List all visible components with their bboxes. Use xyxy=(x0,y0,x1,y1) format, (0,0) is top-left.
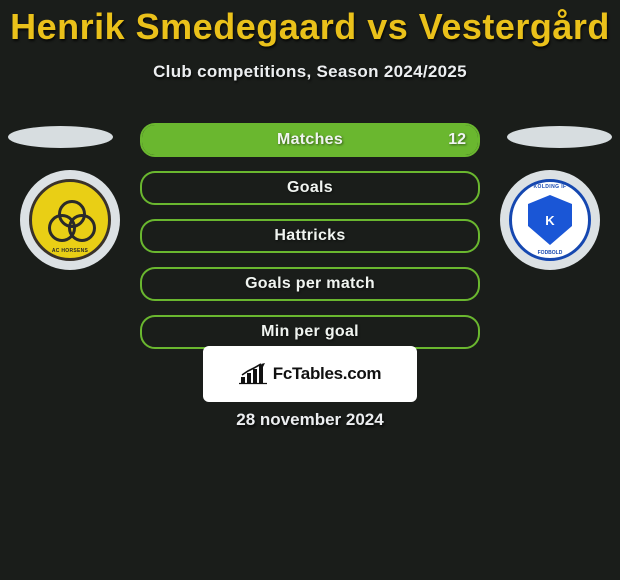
date-text: 28 november 2024 xyxy=(0,410,620,430)
stats-bars: Matches 12 Goals Hattricks Goals per mat… xyxy=(140,123,480,363)
stat-row-mpg: Min per goal xyxy=(140,315,480,349)
stat-label: Matches xyxy=(142,131,478,149)
page-subtitle: Club competitions, Season 2024/2025 xyxy=(0,62,620,82)
team-badge-right: KOLDING IF K FODBOLD xyxy=(500,170,600,270)
stat-right-value: 12 xyxy=(448,131,466,149)
horsens-label: AC HORSENS xyxy=(32,248,108,254)
brand-text: FcTables.com xyxy=(273,364,382,384)
brand-chart-icon xyxy=(239,363,267,385)
stat-row-matches: Matches 12 xyxy=(140,123,480,157)
kolding-shield-icon: K xyxy=(528,195,572,245)
stat-label: Hattricks xyxy=(142,227,478,245)
team-badge-left: AC HORSENS xyxy=(20,170,120,270)
kolding-letter: K xyxy=(545,214,554,227)
kolding-top-text: KOLDING IF xyxy=(512,184,588,190)
horsens-crest: AC HORSENS xyxy=(29,179,111,261)
stat-row-hattricks: Hattricks xyxy=(140,219,480,253)
kolding-bottom-text: FODBOLD xyxy=(512,250,588,256)
stat-label: Goals xyxy=(142,179,478,197)
page-title: Henrik Smedegaard vs Vestergård xyxy=(0,0,620,48)
player-left-placeholder xyxy=(8,126,113,148)
player-right-placeholder xyxy=(507,126,612,148)
stat-label: Min per goal xyxy=(142,323,478,341)
brand-logo-box[interactable]: FcTables.com xyxy=(203,346,417,402)
stat-row-gpm: Goals per match xyxy=(140,267,480,301)
stat-label: Goals per match xyxy=(142,275,478,293)
stat-row-goals: Goals xyxy=(140,171,480,205)
kolding-crest: KOLDING IF K FODBOLD xyxy=(509,179,591,261)
horsens-rings-icon xyxy=(48,200,92,240)
comparison-card: Henrik Smedegaard vs Vestergård Club com… xyxy=(0,0,620,580)
